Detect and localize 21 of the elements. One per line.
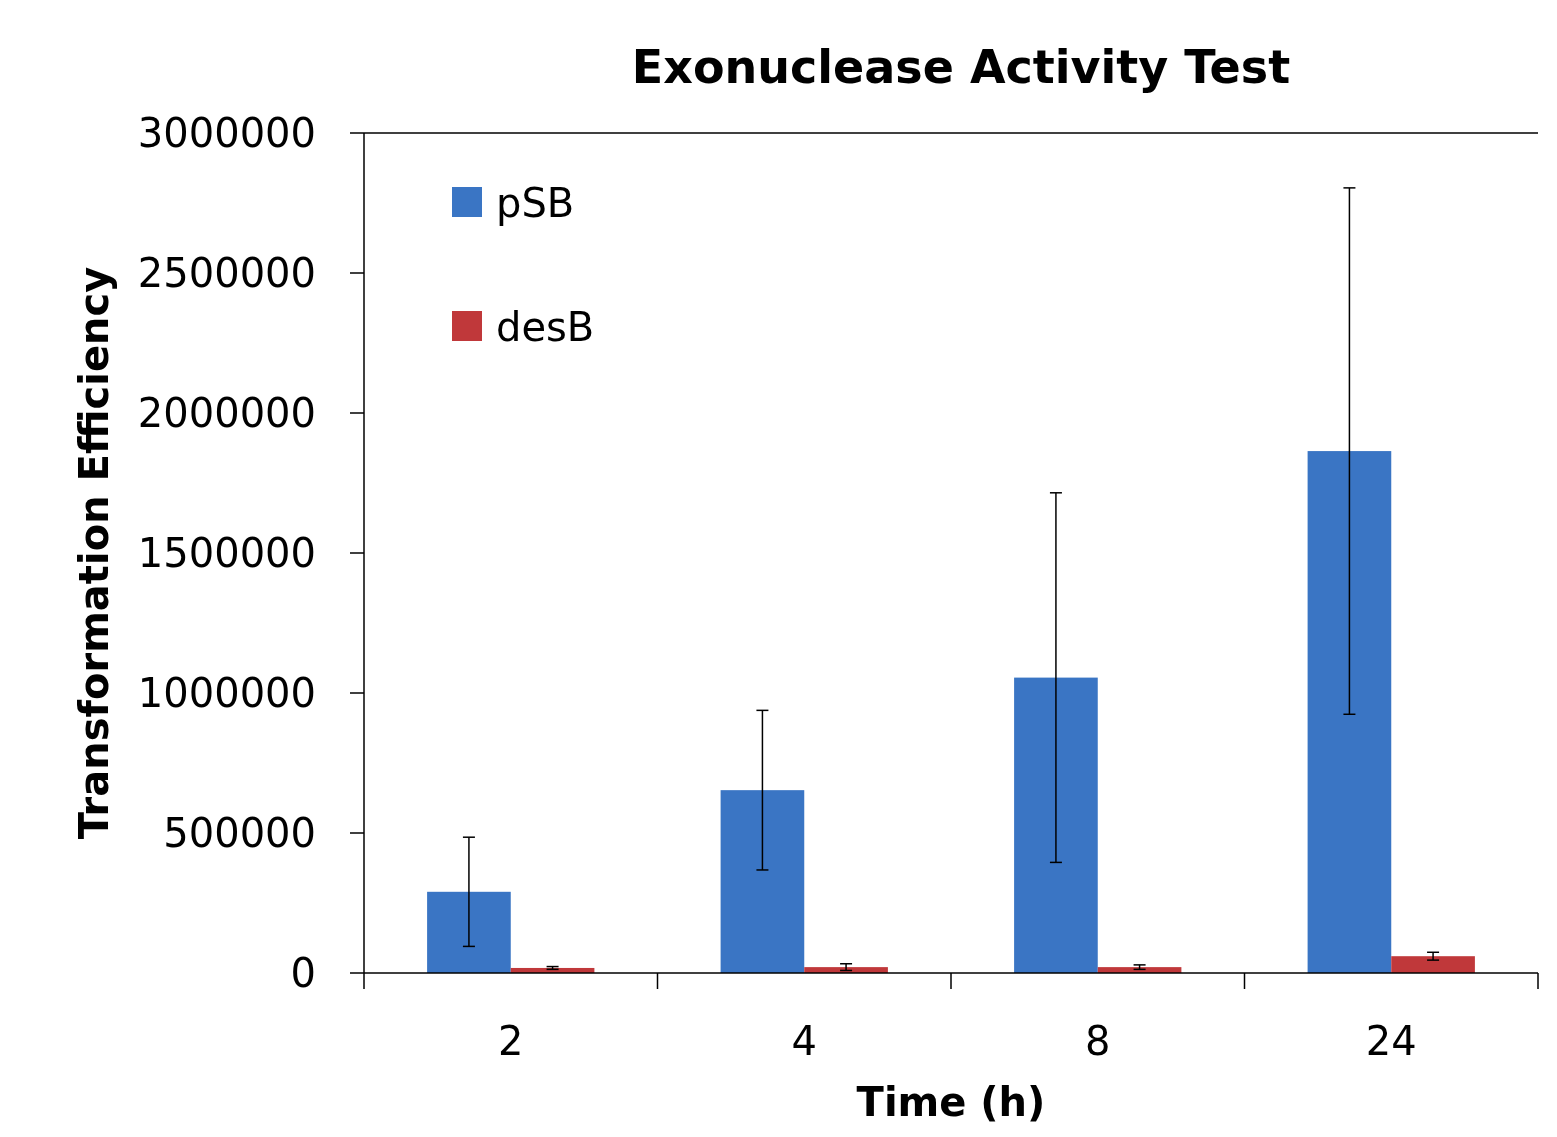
bar (427, 891, 511, 973)
x-tick-label: 24 (1365, 1018, 1417, 1064)
x-axis-title: Time (h) (856, 1079, 1046, 1125)
bar (1391, 956, 1475, 973)
y-tick-label: 500000 (163, 810, 316, 856)
y-axis-title: Transformation Efficiency (71, 266, 117, 840)
y-tick-label: 1500000 (137, 530, 316, 576)
x-tick-label: 8 (1085, 1018, 1111, 1064)
y-tick-label: 2000000 (137, 390, 316, 436)
y-tick-label: 0 (290, 950, 316, 996)
x-tick-label: 4 (791, 1018, 817, 1064)
y-tick-label: 2500000 (137, 250, 316, 296)
bar (1014, 677, 1098, 973)
x-tick-label: 2 (498, 1018, 524, 1064)
bar (1307, 451, 1392, 973)
legend-label: pSB (496, 180, 575, 226)
bar (720, 790, 805, 973)
chart-title: Exonuclease Activity Test (631, 40, 1291, 94)
y-tick-label: 1000000 (137, 670, 316, 716)
legend-label: desB (496, 304, 595, 350)
y-tick-label: 3000000 (137, 110, 316, 156)
